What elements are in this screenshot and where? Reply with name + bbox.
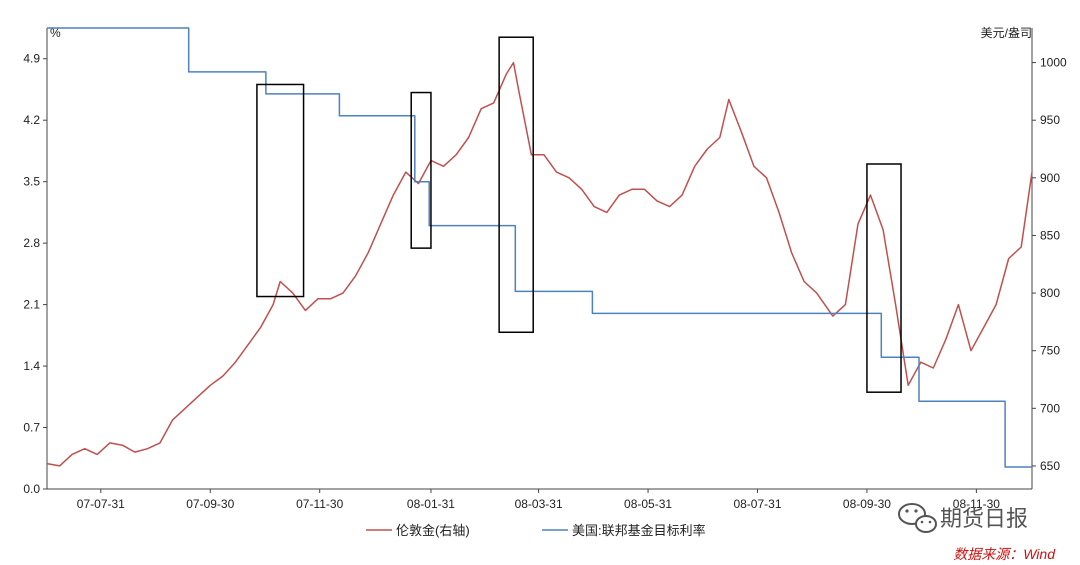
left-tick-label: 0.0 <box>23 482 40 496</box>
x-tick-label: 08-01-31 <box>407 497 455 511</box>
source-note: 数据来源：Wind <box>953 546 1056 562</box>
right-axis-ticks: 650 700 750 800 850 900 950 1000 <box>1032 56 1067 473</box>
right-axis-unit: 美元/盎司 <box>981 26 1032 40</box>
x-tick-label: 07-09-30 <box>186 497 234 511</box>
x-tick-label: 08-07-31 <box>733 497 781 511</box>
x-tick-label: 08-11-30 <box>953 497 1000 511</box>
left-tick-label: 1.4 <box>23 359 40 373</box>
legend: 伦敦金(右轴) 美国:联邦基金目标利率 <box>366 523 706 538</box>
wechat-logo-icon <box>898 503 937 533</box>
annotation-box <box>256 83 305 298</box>
gold-price-line <box>46 61 1033 467</box>
x-axis-ticks: 07-07-31 07-09-30 07-11-30 08-01-31 08-03-31… <box>77 489 1000 511</box>
x-tick-label: 08-03-31 <box>515 497 563 511</box>
right-tick-label: 650 <box>1040 459 1060 473</box>
axes-layer <box>46 28 1033 490</box>
left-axis-unit: % <box>50 26 61 40</box>
annotation-box <box>410 91 432 249</box>
x-tick-label: 08-09-30 <box>843 497 891 511</box>
right-tick-label: 800 <box>1040 286 1060 300</box>
annotation-boxes <box>256 36 902 393</box>
left-tick-label: 2.8 <box>23 236 40 250</box>
x-tick-label: 07-07-31 <box>77 497 125 511</box>
left-tick-label: 4.9 <box>23 52 40 66</box>
right-tick-label: 850 <box>1040 228 1060 242</box>
watermark: 期货日报 <box>898 503 1028 533</box>
left-tick-label: 4.2 <box>23 113 40 127</box>
left-tick-label: 2.1 <box>23 298 40 312</box>
fed-funds-rate-line <box>47 27 1032 468</box>
left-tick-label: 0.7 <box>23 421 40 435</box>
right-tick-label: 700 <box>1040 401 1060 415</box>
x-tick-label: 07-11-30 <box>296 497 343 511</box>
right-tick-label: 750 <box>1040 344 1060 358</box>
annotation-box <box>866 163 902 393</box>
watermark-text: 期货日报 <box>940 506 1028 531</box>
right-tick-label: 900 <box>1040 171 1060 185</box>
annotation-box <box>498 36 534 334</box>
legend-label-gold: 伦敦金(右轴) <box>396 523 470 538</box>
left-tick-label: 3.5 <box>23 175 40 189</box>
right-tick-label: 950 <box>1040 113 1060 127</box>
right-tick-label: 1000 <box>1040 56 1067 70</box>
series-layer <box>46 27 1033 468</box>
left-axis-ticks: 0.0 0.7 1.4 2.1 2.8 3.5 4.2 4.9 <box>23 52 47 496</box>
legend-label-fed-rate: 美国:联邦基金目标利率 <box>572 523 706 538</box>
x-tick-label: 08-05-31 <box>624 497 672 511</box>
